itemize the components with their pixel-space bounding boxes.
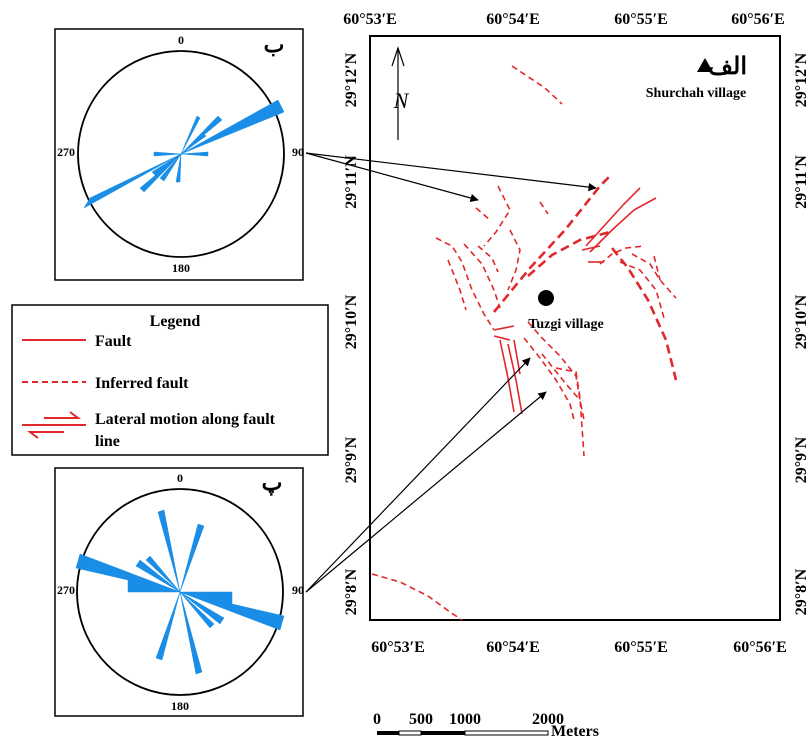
rose-top-east: 90 — [292, 145, 304, 159]
legend-lateral-label-2: line — [95, 433, 120, 450]
scale-tick-label: 2000 — [532, 711, 564, 728]
lat-label-right: 29°8′N — [793, 568, 810, 615]
lat-label-left: 29°12′N — [343, 52, 360, 107]
rose-bottom-west: 270 — [57, 583, 75, 597]
connector-arrows — [305, 152, 597, 593]
legend-fault-label: Fault — [95, 333, 132, 350]
lat-label-left: 29°9′N — [343, 436, 360, 483]
rose-top-label: ب — [264, 32, 285, 57]
scale-tick-label: 1000 — [449, 711, 481, 728]
rose-top-frame — [54, 28, 304, 281]
lon-label-bottom: 60°56′E — [733, 639, 787, 656]
lat-label-right: 29°10′N — [793, 294, 810, 349]
scale-tick-label: 500 — [409, 711, 433, 728]
rose-bottom-circle — [76, 488, 284, 696]
lon-label-bottom: 60°53′E — [371, 639, 425, 656]
lat-label-left: 29°11′N — [343, 155, 360, 209]
lat-label-right: 29°9′N — [793, 436, 810, 483]
rose-diagram-top: 0 90 180 270 ب — [54, 28, 304, 281]
rose-top-south: 180 — [172, 261, 190, 275]
rose-top-north: 0 — [178, 33, 184, 47]
tuzgi-village-label: Tuzgi village — [528, 317, 603, 332]
lat-label-left: 29°8′N — [343, 568, 360, 615]
lon-label-top: 60°55′E — [614, 11, 668, 28]
rose-top-petals — [83, 99, 285, 209]
shurchah-village-label: Shurchah village — [646, 86, 747, 101]
lon-label-bottom: 60°54′E — [486, 639, 540, 656]
rose-bottom-east: 90 — [292, 583, 304, 597]
lat-label-right: 29°12′N — [793, 52, 810, 107]
legend: Legend Fault Inferred fault Lateral moti… — [11, 304, 329, 456]
north-letter: N — [393, 88, 410, 113]
rose-top-west: 270 — [57, 145, 75, 159]
map-frame — [369, 35, 781, 621]
rose-top-circle — [77, 50, 285, 258]
village-triangle-icon — [697, 58, 713, 72]
rose-diagram-bottom: 0 90 180 270 پ — [54, 467, 304, 717]
scale-bar: 0 500 1000 2000 Meters — [373, 711, 599, 740]
rose-bottom-south: 180 — [171, 699, 189, 713]
lon-label-top: 60°54′E — [486, 11, 540, 28]
map-panel: 60°53′E 60°54′E 60°55′E 60°56′E 60°53′E … — [343, 11, 810, 656]
rose-bottom-petals — [75, 509, 285, 675]
scale-tick-label: 0 — [373, 711, 381, 728]
legend-frame — [11, 304, 329, 456]
lon-label-top: 60°53′E — [343, 11, 397, 28]
legend-lateral-label-1: Lateral motion along fault — [95, 411, 276, 428]
scale-unit: Meters — [551, 723, 599, 740]
rose-bottom-label: پ — [262, 470, 283, 497]
rose-bottom-north: 0 — [177, 471, 183, 485]
lat-label-right: 29°11′N — [793, 155, 810, 209]
legend-title: Legend — [150, 313, 201, 330]
lat-label-left: 29°10′N — [343, 294, 360, 349]
legend-lateral-symbol — [22, 411, 86, 439]
north-arrow-icon: N — [391, 46, 410, 140]
lon-label-top: 60°56′E — [731, 11, 785, 28]
tuzgi-village-marker — [538, 290, 554, 306]
map-panel-label: الف — [708, 54, 747, 80]
lon-label-bottom: 60°55′E — [614, 639, 668, 656]
fault-lines — [371, 65, 678, 621]
legend-inferred-label: Inferred fault — [95, 375, 189, 392]
